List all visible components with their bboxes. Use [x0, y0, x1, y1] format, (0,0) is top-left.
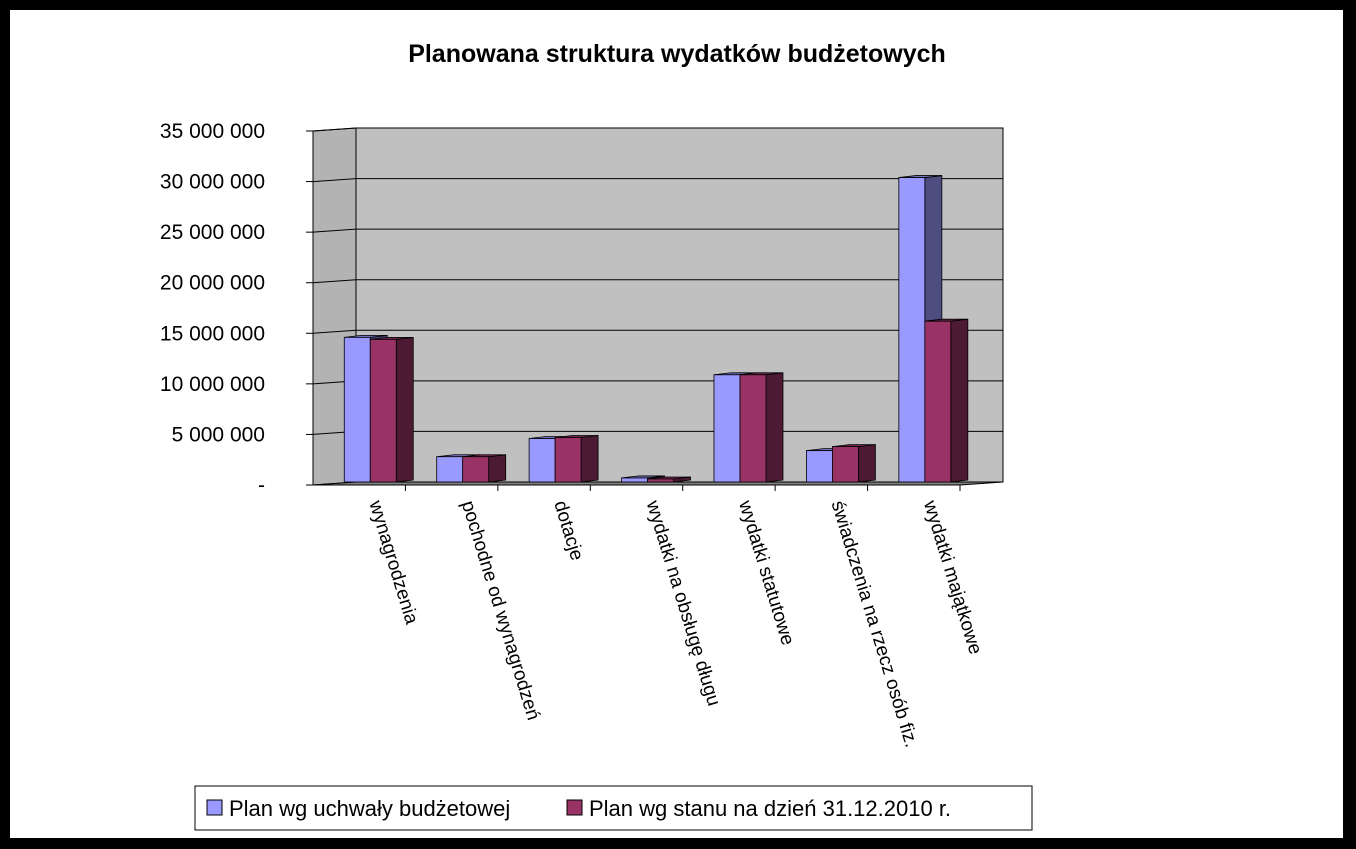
y-tick-label: - — [258, 474, 265, 497]
bar-front-face — [832, 446, 859, 483]
bar-side-face — [950, 318, 969, 483]
bar-side-face — [765, 372, 784, 483]
y-tick-label: 5 000 000 — [172, 423, 265, 446]
bar-front-face — [806, 450, 833, 483]
bar — [369, 336, 414, 483]
y-tick-label: 30 000 000 — [160, 171, 265, 194]
chart-frame: Planowana struktura wydatków budżetowych… — [10, 10, 1343, 838]
bar-front-face — [528, 438, 556, 483]
bar-front-face — [554, 437, 582, 483]
chart-floor — [312, 481, 1004, 486]
y-tick-label: 15 000 000 — [160, 322, 265, 345]
gridline — [312, 279, 1003, 284]
x-category-label: dotacje — [549, 498, 587, 563]
legend-entry-label: Plan wg stanu na dzień 31.12.2010 r. — [589, 796, 951, 821]
plot-area: - 5 000 000 10 000 000 15 000 000 20 000 000… — [160, 120, 1004, 750]
x-category-label: świadczenia na rzecz osób fiz. — [827, 498, 922, 750]
bar-front-face — [343, 336, 371, 483]
x-category-label: wydatki majątkowe — [919, 497, 986, 657]
gridline — [312, 127, 1003, 132]
x-category-label: wydatki na obsługę długu — [641, 497, 724, 708]
legend: Plan wg uchwały budżetowej Plan wg stanu … — [194, 785, 1033, 831]
bar — [739, 372, 784, 483]
bar — [554, 435, 599, 483]
chart-title: Planowana struktura wydatków budżetowych — [408, 40, 946, 68]
bar-front-face — [647, 478, 674, 483]
bar-side-face — [580, 435, 599, 483]
bar-chart: Planowana struktura wydatków budżetowych… — [160, 40, 1033, 831]
y-tick-label: 35 000 000 — [160, 120, 265, 143]
bar — [924, 318, 969, 483]
gridline — [312, 178, 1003, 183]
bar-front-face — [924, 320, 952, 483]
x-category-label: wydatki statutowe — [734, 497, 798, 648]
x-category-label: pochodne od wynagrodzeń — [457, 498, 544, 722]
bar — [832, 444, 876, 483]
bar — [647, 476, 691, 483]
bar-front-face — [462, 456, 490, 483]
y-tick-label: 25 000 000 — [160, 221, 265, 244]
x-category-label: wynagrodzenia — [364, 497, 422, 627]
y-tick-label: 20 000 000 — [160, 272, 265, 295]
bar-front-face — [369, 338, 397, 483]
y-tick-label: 10 000 000 — [160, 373, 265, 396]
bar-front-face — [898, 177, 926, 483]
bar-side-face — [488, 454, 507, 483]
legend-swatch — [206, 799, 223, 816]
bar-front-face — [713, 374, 741, 483]
bar-front-face — [436, 456, 464, 483]
bar-front-face — [621, 477, 648, 483]
gridline — [312, 228, 1003, 233]
gridline — [312, 329, 1003, 334]
legend-entry-label: Plan wg uchwały budżetowej — [229, 796, 510, 821]
bar-side-face — [858, 444, 876, 483]
bar — [462, 454, 507, 483]
legend-box — [194, 785, 1033, 831]
bar-side-face — [395, 336, 414, 483]
bar-front-face — [739, 374, 767, 483]
legend-swatch — [566, 799, 583, 816]
